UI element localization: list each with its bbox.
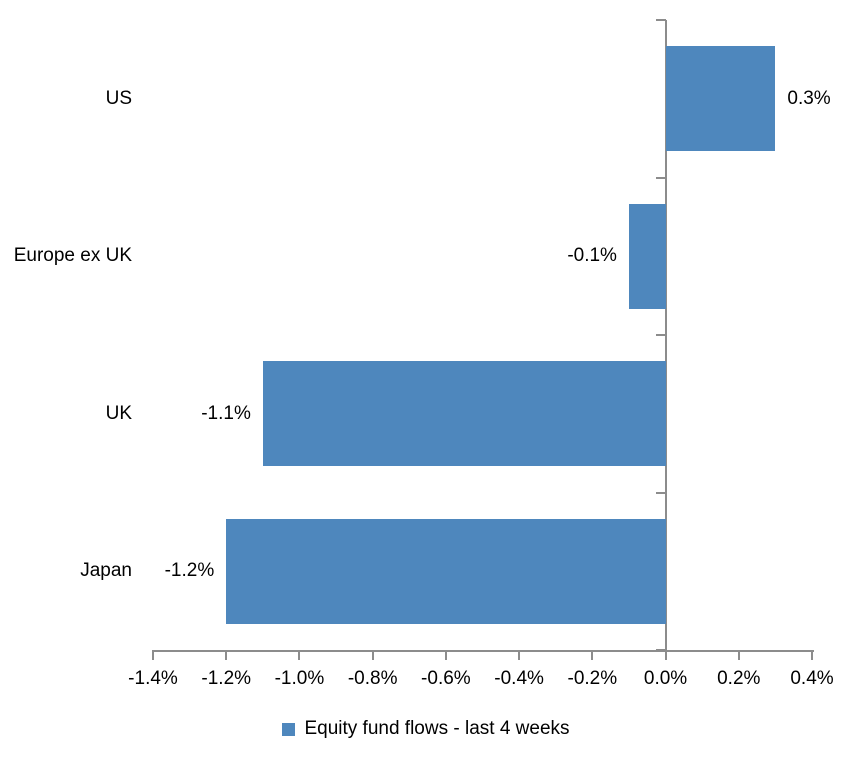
x-axis-tick-label: -1.0% <box>274 668 325 689</box>
category-label: Japan <box>80 560 132 582</box>
x-axis-tick <box>444 650 447 660</box>
category-label: UK <box>105 402 132 424</box>
data-label: 0.3% <box>787 87 831 109</box>
x-axis-tick <box>371 650 374 660</box>
category-axis-tick <box>655 491 666 494</box>
legend: Equity fund flows - last 4 weeks <box>0 718 852 740</box>
x-axis-tick-label: -0.4% <box>494 668 544 689</box>
category-axis-tick <box>655 649 666 651</box>
x-axis-tick <box>664 650 667 660</box>
data-label: -1.2% <box>164 560 215 582</box>
x-axis-tick <box>591 650 594 660</box>
legend-swatch-icon <box>282 722 296 736</box>
category-label: Europe ex UK <box>13 245 132 267</box>
category-axis-tick <box>655 19 666 21</box>
legend-label: Equity fund flows - last 4 weeks <box>304 718 570 739</box>
zero-axis-line <box>664 20 667 660</box>
bar-europe-ex-uk <box>628 203 666 309</box>
x-axis-tick-label: -0.6% <box>421 668 471 689</box>
category-axis-tick <box>655 334 666 336</box>
x-axis-tick-label: 0.2% <box>717 668 761 689</box>
x-axis-tick <box>225 650 228 660</box>
x-axis-tick-label: -0.2% <box>567 668 618 689</box>
category-axis-tick <box>655 176 666 179</box>
x-axis-tick-label: -0.8% <box>347 668 398 689</box>
x-axis-tick <box>518 650 521 660</box>
bar-us <box>665 46 776 152</box>
data-label: -0.1% <box>567 245 617 267</box>
x-axis-tick <box>811 650 813 660</box>
category-label: US <box>105 87 132 109</box>
x-axis-tick-label: 0.4% <box>790 668 834 689</box>
x-axis-tick <box>737 650 740 660</box>
bar-japan <box>226 518 666 624</box>
x-axis-tick-label: -1.2% <box>201 668 252 689</box>
data-label: -1.1% <box>201 402 251 424</box>
bar-uk <box>262 361 666 467</box>
x-axis-tick-label: -1.4% <box>128 668 178 689</box>
x-axis-tick <box>152 650 154 660</box>
x-axis-tick <box>298 650 301 660</box>
x-axis-line <box>153 650 814 652</box>
x-axis-tick-label: 0.0% <box>643 668 688 689</box>
